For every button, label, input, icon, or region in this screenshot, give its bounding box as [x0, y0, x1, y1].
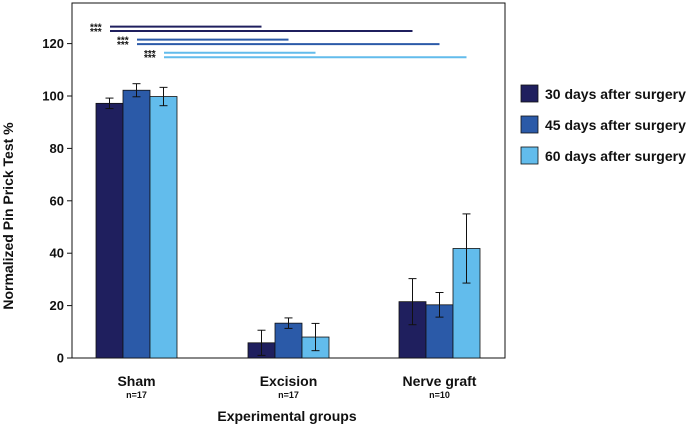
legend-label: 30 days after surgery: [545, 86, 686, 102]
significance-brackets: ******************: [90, 23, 467, 64]
legend-label: 45 days after surgery: [545, 117, 686, 133]
legend-label: 60 days after surgery: [545, 148, 686, 164]
y-axis: 0 20 40 60 80 100 120: [42, 36, 72, 366]
category-label: Sham: [117, 373, 155, 389]
significance-label: ***: [90, 27, 102, 38]
significance-label: ***: [144, 53, 156, 64]
significance-label: ***: [117, 36, 129, 47]
y-tick-label: 60: [50, 193, 64, 208]
x-axis-title: Experimental groups: [217, 408, 356, 424]
sample-size-label: n=17: [126, 390, 147, 400]
category-label: Nerve graft: [403, 373, 477, 389]
y-tick-label: 120: [42, 36, 64, 51]
bar: [95, 102, 124, 359]
category-label: Excision: [260, 373, 318, 389]
legend-swatch: [520, 146, 539, 165]
bar: [149, 96, 178, 359]
error-bars: [105, 83, 471, 356]
y-tick-label: 20: [50, 298, 64, 313]
bars: [95, 89, 481, 359]
bar: [122, 89, 151, 359]
bar: [274, 322, 303, 359]
legend: 30 days after surgery 45 days after surge…: [520, 84, 686, 165]
legend-swatch: [520, 115, 539, 134]
y-tick-label: 80: [50, 141, 64, 156]
legend-swatch: [520, 84, 539, 103]
significance-label: ***: [144, 49, 156, 60]
y-tick-label: 0: [57, 351, 64, 366]
significance-label: ***: [90, 23, 102, 34]
y-tick-label: 40: [50, 246, 64, 261]
y-tick-label: 100: [42, 89, 64, 104]
bar: [452, 248, 481, 359]
significance-label: ***: [117, 40, 129, 51]
sample-size-label: n=10: [429, 390, 450, 400]
sample-size-label: n=17: [278, 390, 299, 400]
y-axis-title: Normalized Pin Prick Test %: [0, 122, 16, 310]
